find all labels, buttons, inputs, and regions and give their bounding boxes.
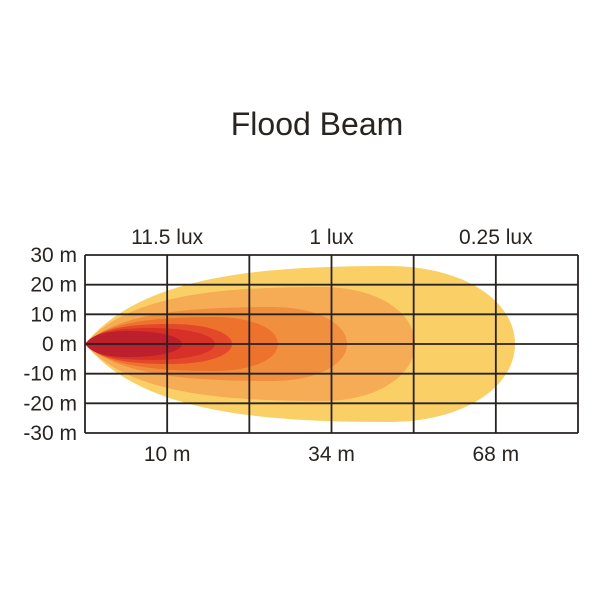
x-axis-bottom-distance-label: 34 m bbox=[308, 443, 355, 466]
x-axis-top-lux-label: 1 lux bbox=[309, 226, 354, 249]
x-axis-bottom-distance-label: 10 m bbox=[144, 443, 191, 466]
y-axis-tick-label: 30 m bbox=[30, 244, 77, 267]
x-axis-bottom-distance-label: 68 m bbox=[472, 443, 519, 466]
chart-title: Flood Beam bbox=[231, 106, 404, 142]
axis-labels-group: 30 m 20 m 10 m 0 m -10 m -20 m -30 m 11.5 lux 1 … bbox=[23, 226, 533, 466]
y-axis-tick-label: -10 m bbox=[23, 363, 77, 386]
x-axis-top-lux-label: 11.5 lux bbox=[131, 226, 203, 249]
y-axis-tick-label: -30 m bbox=[23, 422, 77, 445]
y-axis-tick-label: 0 m bbox=[42, 333, 77, 356]
y-axis-tick-label: 10 m bbox=[30, 303, 77, 326]
y-axis-tick-label: -20 m bbox=[23, 392, 77, 415]
x-axis-top-lux-label: 0.25 lux bbox=[459, 226, 533, 249]
y-axis-tick-label: 20 m bbox=[30, 274, 77, 297]
grid-lines-group bbox=[84, 254, 579, 434]
